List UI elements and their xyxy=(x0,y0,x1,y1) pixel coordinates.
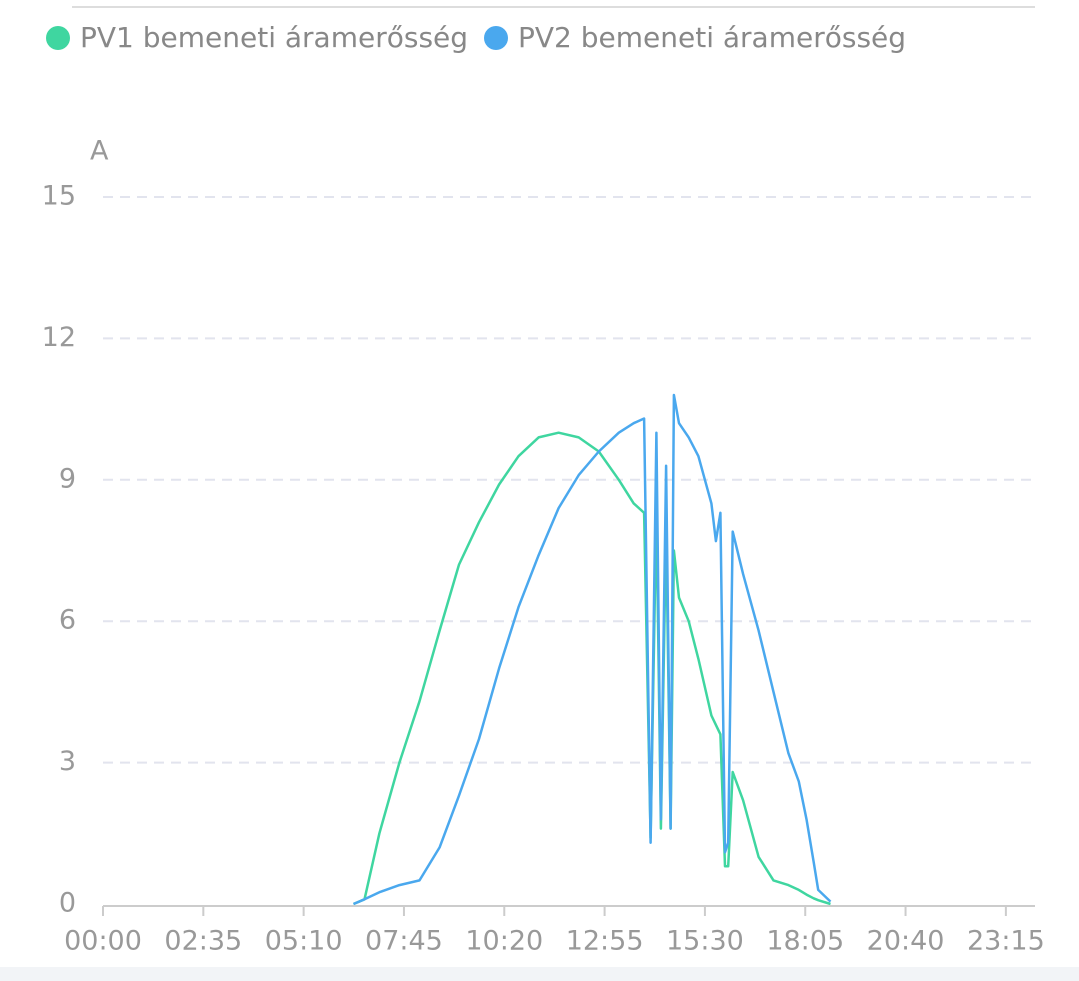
x-tick-label: 20:40 xyxy=(867,926,945,957)
y-tick-label: 3 xyxy=(59,746,76,777)
x-tick-label: 18:05 xyxy=(766,926,844,957)
x-tick-label: 07:45 xyxy=(365,926,443,957)
legend-label: PV2 bemeneti áramerősség xyxy=(518,21,906,54)
legend: PV1 bemeneti áramerősség PV2 bemeneti ára… xyxy=(46,21,906,54)
x-tick-label: 02:35 xyxy=(164,926,242,957)
legend-marker xyxy=(46,26,70,50)
y-unit: A xyxy=(90,136,109,167)
legend-label: PV1 bemeneti áramerősség xyxy=(80,21,468,54)
series-line xyxy=(353,431,831,906)
x-tick-label: 10:20 xyxy=(465,926,543,957)
y-tick-label: 0 xyxy=(59,888,76,919)
y-tick-label: 12 xyxy=(42,322,76,353)
x-tick-label: 12:55 xyxy=(566,926,644,957)
y-tick-label: 9 xyxy=(59,463,76,494)
x-tick-label: 15:30 xyxy=(666,926,744,957)
x-tick-label: 23:15 xyxy=(967,926,1045,957)
x-tick-label: 00:00 xyxy=(64,926,142,957)
bottom-strip xyxy=(0,967,1079,981)
y-tick-label: 6 xyxy=(59,605,76,636)
x-tick-label: 05:10 xyxy=(265,926,343,957)
legend-marker xyxy=(484,26,508,50)
y-tick-label: 15 xyxy=(42,181,76,212)
series-line xyxy=(353,393,832,906)
